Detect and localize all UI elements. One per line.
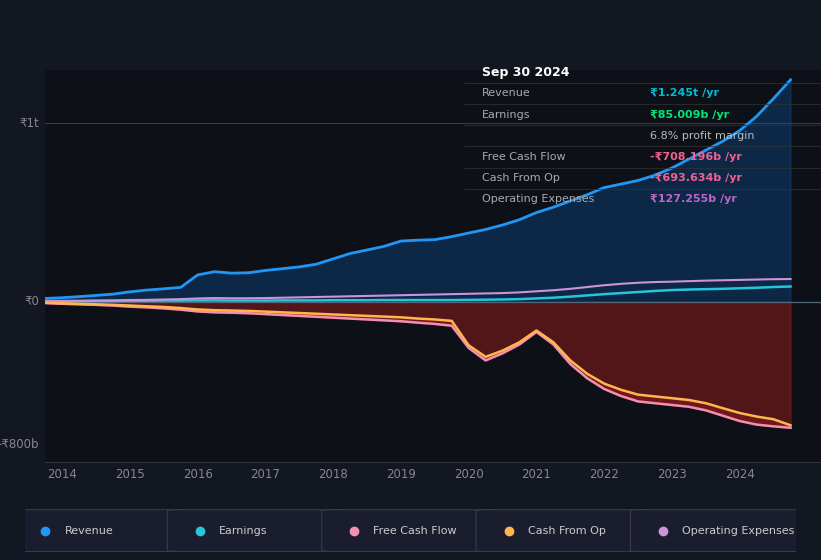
FancyBboxPatch shape	[631, 510, 806, 552]
Text: ₹85.009b /yr: ₹85.009b /yr	[649, 110, 729, 120]
Text: Earnings: Earnings	[482, 110, 530, 120]
Text: Revenue: Revenue	[65, 526, 113, 535]
FancyBboxPatch shape	[476, 510, 652, 552]
Text: ₹1.245t /yr: ₹1.245t /yr	[649, 88, 718, 99]
Text: Cash From Op: Cash From Op	[528, 526, 606, 535]
Text: -₹800b: -₹800b	[0, 438, 39, 451]
Text: Operating Expenses: Operating Expenses	[482, 194, 594, 204]
FancyBboxPatch shape	[322, 510, 498, 552]
FancyBboxPatch shape	[13, 510, 189, 552]
Text: Free Cash Flow: Free Cash Flow	[374, 526, 457, 535]
FancyBboxPatch shape	[167, 510, 343, 552]
Text: -₹693.634b /yr: -₹693.634b /yr	[649, 173, 741, 183]
Text: Earnings: Earnings	[219, 526, 268, 535]
Text: Revenue: Revenue	[482, 88, 530, 99]
Text: -₹708.196b /yr: -₹708.196b /yr	[649, 152, 741, 162]
Text: ₹127.255b /yr: ₹127.255b /yr	[649, 194, 736, 204]
Text: 6.8% profit margin: 6.8% profit margin	[649, 131, 754, 141]
Text: ₹1t: ₹1t	[19, 117, 39, 130]
Text: Cash From Op: Cash From Op	[482, 173, 560, 183]
Text: Sep 30 2024: Sep 30 2024	[482, 66, 569, 79]
Text: Operating Expenses: Operating Expenses	[682, 526, 795, 535]
Text: ₹0: ₹0	[24, 295, 39, 308]
Text: Free Cash Flow: Free Cash Flow	[482, 152, 566, 162]
